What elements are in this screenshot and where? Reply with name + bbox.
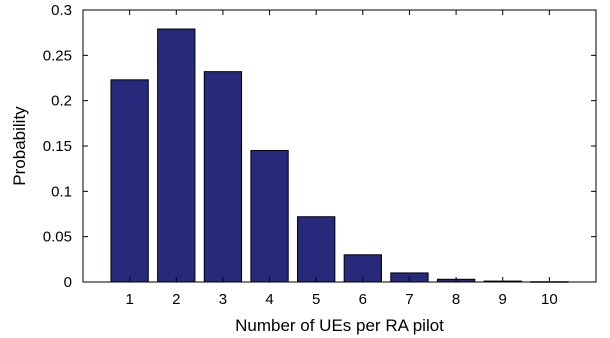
bar-2	[157, 28, 196, 283]
y-tick-label: 0.25	[43, 47, 72, 64]
y-tick-label: 0.15	[43, 138, 72, 155]
x-tick-label: 7	[405, 291, 413, 308]
bar-5	[297, 216, 336, 283]
bar-3	[203, 71, 243, 283]
x-tick-label: 2	[172, 291, 180, 308]
x-tick-label: 10	[541, 291, 558, 308]
y-tick-label: 0	[64, 274, 72, 291]
bar-1	[110, 79, 149, 283]
y-axis-title: Probability	[10, 106, 29, 186]
x-axis: 1 2 3 4 5 6 7 8 9 10	[125, 10, 558, 308]
x-tick-label: 5	[312, 291, 320, 308]
y-tick-label: 0.1	[51, 183, 72, 200]
x-tick-label: 4	[265, 291, 273, 308]
y-tick-label: 0.2	[51, 93, 72, 110]
x-tick-label: 1	[125, 291, 133, 308]
x-tick-label: 3	[219, 291, 227, 308]
y-tick-label: 0.05	[43, 229, 72, 246]
x-tick-label: 9	[499, 291, 507, 308]
x-tick-label: 6	[359, 291, 367, 308]
x-tick-label: 8	[452, 291, 460, 308]
y-axis: 0 0.05 0.1 0.15 0.2 0.25 0.3	[43, 2, 596, 291]
bars-group	[110, 28, 569, 283]
x-axis-title: Number of UEs per RA pilot	[235, 316, 444, 335]
bar-4	[250, 150, 289, 283]
y-tick-label: 0.3	[51, 2, 72, 19]
